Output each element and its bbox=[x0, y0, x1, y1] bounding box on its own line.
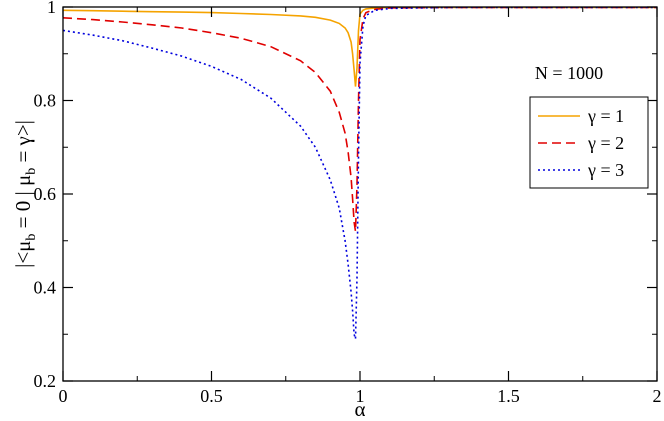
y-tick-label: 0.8 bbox=[34, 91, 57, 111]
y-tick-label: 0.6 bbox=[34, 184, 57, 204]
y-tick-label: 1 bbox=[47, 0, 56, 17]
annotation-n: N = 1000 bbox=[535, 63, 603, 83]
legend-box bbox=[529, 96, 649, 189]
x-axis-label: α bbox=[354, 397, 365, 421]
x-tick-label: 2 bbox=[653, 386, 662, 406]
tick-labels: 0 0.5 1 1.5 2 0.2 0.4 0.6 0.8 1 bbox=[34, 0, 662, 406]
axis-ticks bbox=[62, 6, 658, 382]
x-tick-label: 0 bbox=[59, 386, 68, 406]
legend: γ = 1 γ = 2 γ = 3 bbox=[529, 96, 649, 189]
series-line-gamma-3 bbox=[62, 6, 657, 340]
legend-label-gamma-2: γ = 2 bbox=[587, 133, 624, 153]
y-tick-label: 0.2 bbox=[34, 371, 57, 391]
y-tick-label: 0.4 bbox=[34, 278, 57, 298]
legend-label-gamma-3: γ = 3 bbox=[587, 160, 624, 180]
y-axis-label: |<μb = 0 | μb = γ>| bbox=[11, 120, 39, 268]
x-tick-label: 1 bbox=[356, 386, 365, 406]
plot-area bbox=[62, 6, 657, 340]
series-line-gamma-2 bbox=[62, 6, 657, 232]
legend-label-gamma-1: γ = 1 bbox=[587, 106, 624, 126]
x-tick-label: 0.5 bbox=[200, 386, 223, 406]
x-tick-label: 1.5 bbox=[497, 386, 520, 406]
series-line-gamma-1 bbox=[62, 6, 657, 87]
